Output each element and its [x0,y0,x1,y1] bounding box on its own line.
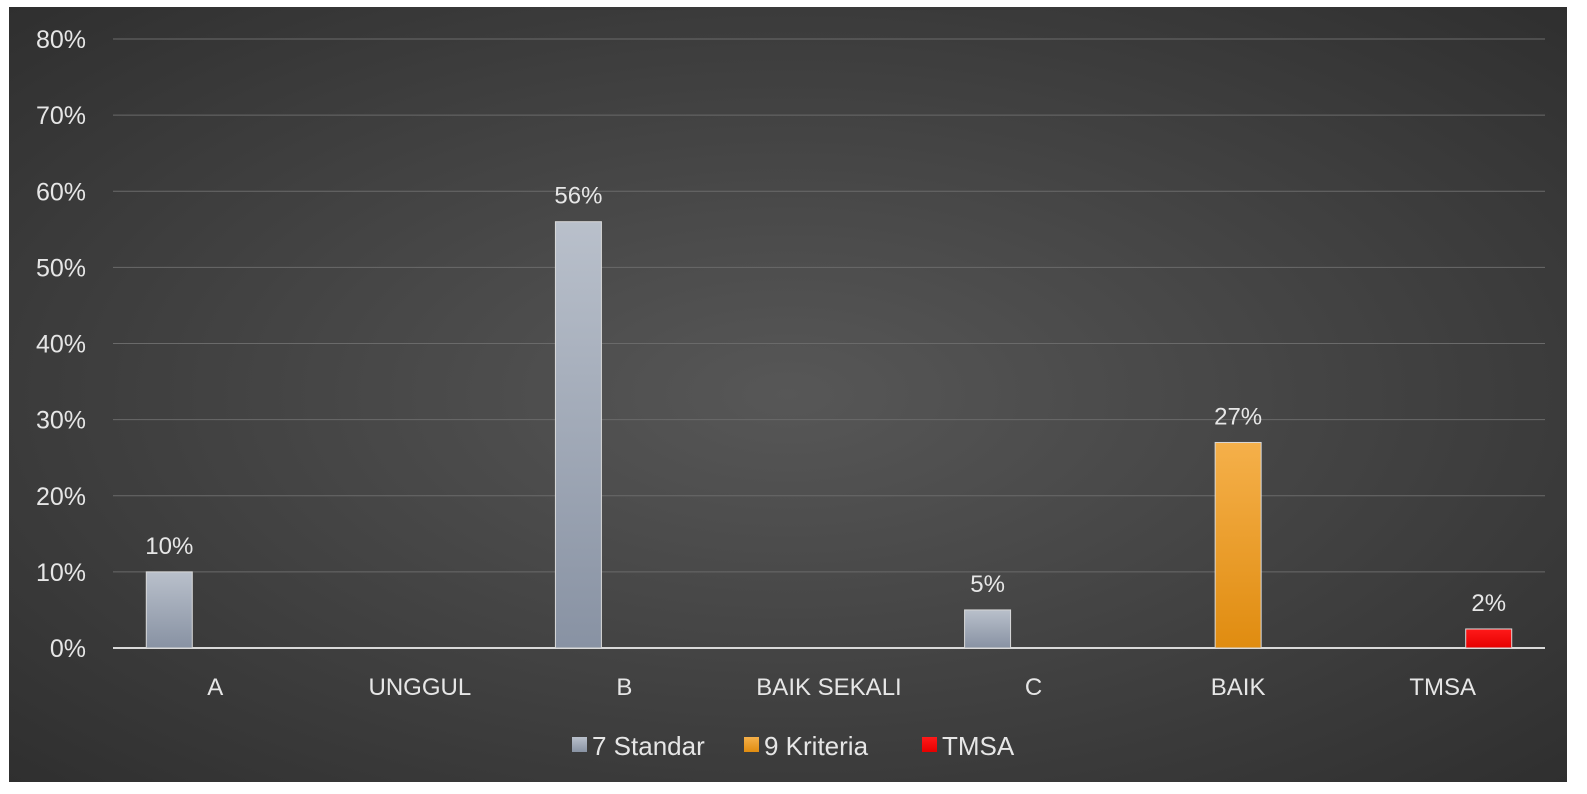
y-tick-label: 20% [36,483,86,511]
legend-label: 7 Standar [592,731,705,761]
x-tick-label: TMSA [1409,674,1476,701]
legend-swatch [744,737,759,752]
gridlines [113,38,1545,649]
x-axis: A UNGGUL B BAIK SEKALI C BAIK TMSA [207,674,1476,701]
x-tick-label: UNGGUL [369,674,472,701]
y-tick-label: 80% [36,26,86,54]
y-tick-label: 70% [36,102,86,130]
y-tick-label: 30% [36,407,86,435]
bar [964,609,1012,649]
x-tick-label: C [1025,674,1042,701]
legend-label: 9 Kriteria [764,731,869,761]
data-label: 2% [1471,590,1506,617]
y-tick-label: 0% [50,635,86,663]
data-label: 56% [554,183,602,210]
bar [1465,628,1513,649]
y-tick-label: 40% [36,331,86,359]
bar [145,571,193,649]
bars [145,221,1513,649]
x-tick-label: A [207,674,223,701]
data-label: 5% [970,571,1005,598]
legend-swatch [572,737,587,752]
x-tick-label: BAIK SEKALI [756,674,901,701]
bar [554,221,602,649]
x-tick-label: BAIK [1211,674,1266,701]
legend: 7 Standar 9 Kriteria TMSA [572,731,1015,761]
legend-label: TMSA [942,731,1015,761]
y-tick-label: 50% [36,254,86,282]
y-tick-label: 10% [36,559,86,587]
y-tick-label: 60% [36,178,86,206]
legend-swatch [922,737,937,752]
data-labels: 10% 56% 5% 27% 2% [145,183,1506,617]
x-tick-label: B [616,674,632,701]
data-label: 10% [145,533,193,560]
y-axis: 0% 10% 20% 30% 40% 50% 60% 70% 80% [36,26,86,663]
data-label: 27% [1214,403,1262,430]
chart-frame [9,7,1567,782]
bar [1214,441,1262,649]
